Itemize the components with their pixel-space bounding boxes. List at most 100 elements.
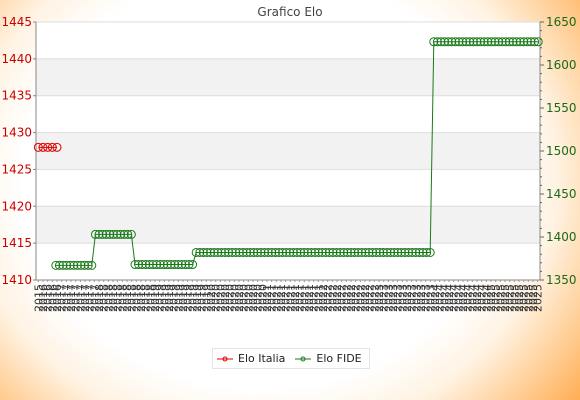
elo-fide-point xyxy=(414,247,424,257)
x-tick-label: 2021 xyxy=(312,284,325,312)
x-tick-label: 2021 xyxy=(261,284,274,312)
elo-italia-point xyxy=(47,142,57,152)
elo-fide-point xyxy=(202,247,212,257)
right-tick-label: 1500 xyxy=(546,144,577,158)
elo-fide-point xyxy=(108,229,118,239)
x-tick-label: 2023 xyxy=(424,284,437,312)
elo-fide-point xyxy=(173,260,183,270)
x-tick-label: 2024 xyxy=(462,284,475,312)
elo-fide-point xyxy=(65,260,75,270)
elo-fide-point xyxy=(332,247,342,257)
x-tick-label: 2020 xyxy=(256,284,269,312)
elo-fide-point xyxy=(522,37,532,47)
elo-fide-point xyxy=(238,247,248,257)
x-tick-label: 2015 xyxy=(32,284,45,312)
left-tick-label: 1435 xyxy=(1,89,32,103)
elo-fide-point xyxy=(368,247,378,257)
elo-italia-point xyxy=(52,142,62,152)
elo-fide-point xyxy=(101,229,111,239)
legend-item-elo-fide[interactable]: Elo FIDE xyxy=(295,352,362,365)
x-tick-label: 2019 xyxy=(163,284,176,312)
x-tick-label: 2022 xyxy=(331,284,344,312)
x-tick-label: 2023 xyxy=(387,284,400,312)
elo-fide-point xyxy=(195,247,205,257)
x-tick-label: 2017 xyxy=(70,284,83,312)
x-tick-label: 2024 xyxy=(443,284,456,312)
x-tick-label: 2020 xyxy=(233,284,246,312)
elo-fide-point xyxy=(447,37,457,47)
right-tick-label: 1350 xyxy=(546,273,577,287)
x-tick-label: 2020 xyxy=(205,284,218,312)
x-tick-label: 2020 xyxy=(210,284,223,312)
elo-fide-point xyxy=(504,37,514,47)
x-tick-label: 2019 xyxy=(154,284,167,312)
elo-fide-point xyxy=(224,247,234,257)
left-tick-label: 1415 xyxy=(1,236,32,250)
x-tick-label: 2018 xyxy=(144,284,157,312)
x-tick-label: 2022 xyxy=(350,284,363,312)
x-tick-label: 2022 xyxy=(326,284,339,312)
x-tick-label: 2020 xyxy=(238,284,251,312)
x-tick-label: 2025 xyxy=(527,284,540,312)
elo-fide-point xyxy=(465,37,475,47)
elo-fide-point xyxy=(468,37,478,47)
x-tick-label: 2023 xyxy=(420,284,433,312)
x-tick-label: 2020 xyxy=(247,284,260,312)
elo-fide-point xyxy=(105,229,115,239)
elo-fide-point xyxy=(209,247,219,257)
x-tick-label: 2018 xyxy=(126,284,139,312)
x-tick-label: 2025 xyxy=(499,284,512,312)
x-tick-label: 2016 xyxy=(51,284,64,312)
x-tick-label: 2022 xyxy=(336,284,349,312)
x-tick-label: 2024 xyxy=(452,284,465,312)
elo-fide-point xyxy=(231,247,241,257)
x-tick-label: 2018 xyxy=(116,284,129,312)
elo-fide-point xyxy=(80,260,90,270)
elo-fide-point xyxy=(152,260,162,270)
x-tick-label: 2022 xyxy=(345,284,358,312)
elo-fide-point xyxy=(245,247,255,257)
elo-fide-point xyxy=(159,260,169,270)
x-tick-label: 2020 xyxy=(214,284,227,312)
left-tick-label: 1420 xyxy=(1,199,32,213)
x-tick-label: 2022 xyxy=(364,284,377,312)
elo-fide-point xyxy=(130,260,140,270)
x-tick-label: 2025 xyxy=(532,284,545,312)
x-tick-label: 2024 xyxy=(434,284,447,312)
elo-fide-point xyxy=(472,37,482,47)
elo-fide-point xyxy=(418,247,428,257)
elo-fide-point xyxy=(87,260,97,270)
elo-fide-point xyxy=(508,37,518,47)
x-tick-label: 2023 xyxy=(415,284,428,312)
x-tick-label: 2022 xyxy=(368,284,381,312)
x-tick-label: 2018 xyxy=(112,284,125,312)
elo-fide-point xyxy=(486,37,496,47)
elo-fide-point xyxy=(440,37,450,47)
x-tick-label: 2018 xyxy=(135,284,148,312)
x-tick-label: 2017 xyxy=(88,284,101,312)
elo-fide-point xyxy=(515,37,525,47)
legend-label-elo-italia: Elo Italia xyxy=(238,352,286,365)
x-tick-label: 2022 xyxy=(354,284,367,312)
elo-fide-point xyxy=(191,247,201,257)
x-tick-label: 2019 xyxy=(149,284,162,312)
x-tick-label: 2021 xyxy=(308,284,321,312)
x-tick-label: 2017 xyxy=(79,284,92,312)
elo-fide-point xyxy=(180,260,190,270)
elo-fide-point xyxy=(533,37,543,47)
elo-italia-point xyxy=(43,142,53,152)
x-tick-label: 2021 xyxy=(284,284,297,312)
elo-fide-point xyxy=(216,247,226,257)
elo-fide-point xyxy=(155,260,165,270)
elo-fide-point xyxy=(267,247,277,257)
elo-fide-point xyxy=(375,247,385,257)
x-tick-label: 2021 xyxy=(289,284,302,312)
elo-fide-point xyxy=(126,229,136,239)
x-tick-label: 2020 xyxy=(228,284,241,312)
x-tick-label: 2018 xyxy=(130,284,143,312)
x-tick-label: 2019 xyxy=(172,284,185,312)
x-tick-label: 2025 xyxy=(494,284,507,312)
elo-fide-point xyxy=(328,247,338,257)
elo-fide-point xyxy=(422,247,432,257)
legend-item-elo-italia[interactable]: Elo Italia xyxy=(217,352,285,365)
